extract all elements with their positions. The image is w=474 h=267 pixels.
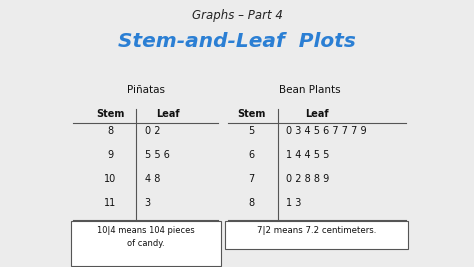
Text: Leaf: Leaf <box>156 109 180 119</box>
Text: 0 2: 0 2 <box>145 126 160 136</box>
FancyBboxPatch shape <box>71 221 220 266</box>
Text: 8: 8 <box>248 198 254 208</box>
Text: 5 5 6: 5 5 6 <box>145 150 170 160</box>
FancyBboxPatch shape <box>225 221 408 249</box>
Text: Stem: Stem <box>237 109 265 119</box>
Text: 0 2 8 8 9: 0 2 8 8 9 <box>286 174 329 184</box>
Text: 7|2 means 7.2 centimeters.: 7|2 means 7.2 centimeters. <box>257 226 376 235</box>
Text: 1 3: 1 3 <box>286 198 301 208</box>
Text: Graphs – Part 4: Graphs – Part 4 <box>191 9 283 22</box>
Text: 10|4 means 104 pieces
of candy.: 10|4 means 104 pieces of candy. <box>97 226 194 248</box>
Text: 1 4 4 5 5: 1 4 4 5 5 <box>286 150 329 160</box>
Text: 5: 5 <box>248 126 254 136</box>
Text: 7: 7 <box>248 174 254 184</box>
Text: 10: 10 <box>104 174 117 184</box>
Text: Leaf: Leaf <box>305 109 328 119</box>
Text: 11: 11 <box>104 198 117 208</box>
Text: Bean Plants: Bean Plants <box>279 85 340 95</box>
Text: Stem-and-Leaf  Plots: Stem-and-Leaf Plots <box>118 32 356 51</box>
Text: 4 8: 4 8 <box>145 174 160 184</box>
Text: Stem: Stem <box>96 109 125 119</box>
Text: 6: 6 <box>248 150 254 160</box>
Text: 0 3 4 5 6 7 7 7 9: 0 3 4 5 6 7 7 7 9 <box>286 126 367 136</box>
Text: 9: 9 <box>108 150 114 160</box>
Text: Piñatas: Piñatas <box>127 85 164 95</box>
Text: 3: 3 <box>145 198 151 208</box>
Text: 8: 8 <box>108 126 114 136</box>
